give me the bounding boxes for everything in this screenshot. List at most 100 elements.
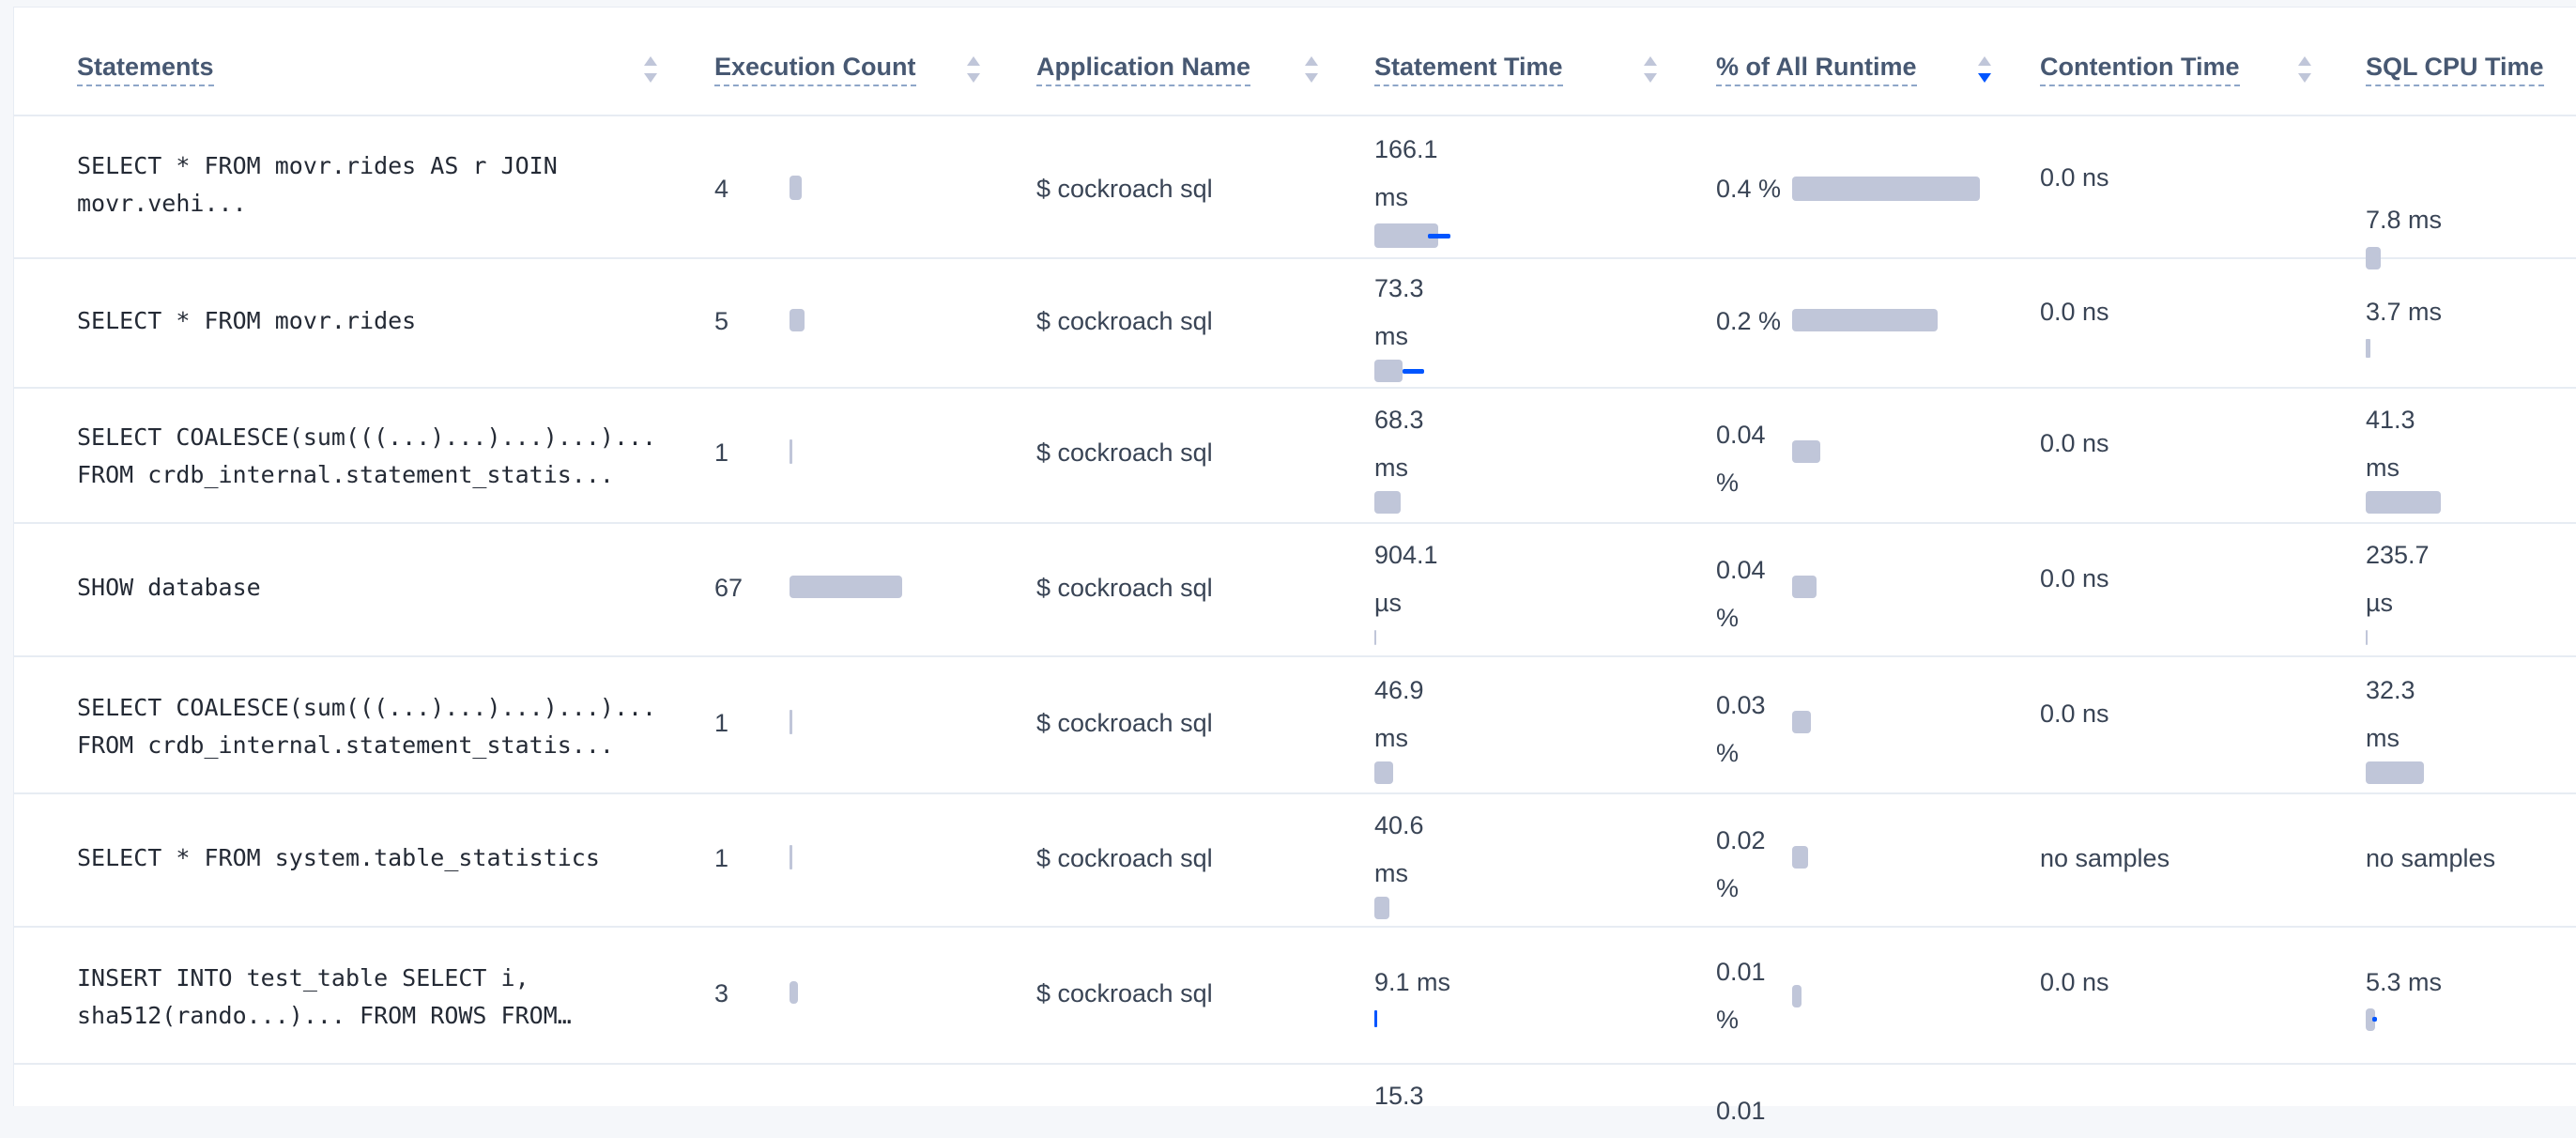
runtime-percent-unit: %: [1716, 739, 1740, 767]
statements-table: Statements Execution Count Application N…: [13, 7, 2576, 1125]
runtime-percent-value: 0.04: [1716, 556, 1766, 584]
statement-text[interactable]: SELECT COALESCE(sum(((...)...)...)...)..…: [77, 689, 678, 764]
table-row[interactable]: SELECT * FROM system.table_statistics 1 …: [14, 792, 2576, 928]
sql-cpu-time-bar: [2366, 1008, 2375, 1031]
column-header-execution-count[interactable]: Execution Count: [714, 53, 916, 98]
column-header-label: Execution Count: [714, 53, 916, 86]
execution-count: 3: [714, 979, 729, 1007]
column-header-label: Contention Time: [2040, 53, 2240, 86]
contention-time: 0.0 ns: [2040, 700, 2109, 728]
table-row[interactable]: SELECT COALESCE(sum(((...)...)...)...)..…: [14, 387, 2576, 524]
column-header-runtime-percent[interactable]: % of All Runtime: [1716, 53, 1917, 98]
table-row[interactable]: 15.3 0.01: [14, 1063, 2576, 1138]
sql-cpu-time-value: 235.7: [2366, 541, 2430, 569]
execution-count: 4: [714, 175, 729, 203]
sort-icon[interactable]: [2296, 53, 2313, 86]
application-name: $ cockroach sql: [1036, 574, 1213, 602]
statement-time-unit: ms: [1374, 859, 1408, 887]
sort-icon[interactable]: [642, 53, 659, 86]
runtime-percent: 0.2 %: [1716, 307, 1782, 335]
runtime-percent: 0.4 %: [1716, 175, 1782, 203]
statement-time-bar: [1374, 1010, 1377, 1027]
contention-time: 0.0 ns: [2040, 968, 2109, 996]
statement-text[interactable]: SELECT COALESCE(sum(((...)...)...)...)..…: [77, 419, 678, 494]
statement-text[interactable]: SELECT * FROM movr.rides: [77, 302, 678, 340]
statement-time-bar: [1374, 360, 1403, 382]
contention-time: no samples: [2040, 844, 2170, 872]
runtime-percent-unit: %: [1716, 469, 1740, 497]
contention-time: 0.0 ns: [2040, 564, 2109, 592]
statement-time-unit: ms: [1374, 454, 1408, 482]
statement-line: INSERT INTO test_table SELECT i,: [77, 964, 529, 992]
table-row[interactable]: SELECT COALESCE(sum(((...)...)...)...)..…: [14, 655, 2576, 794]
statement-line: FROM crdb_internal.statement_statis...: [77, 731, 614, 759]
column-header-sql-cpu-time[interactable]: SQL CPU Time: [2366, 53, 2544, 98]
column-header-contention-time[interactable]: Contention Time: [2040, 53, 2240, 98]
runtime-percent-unit: %: [1716, 874, 1740, 902]
sql-cpu-time-bar: [2366, 491, 2441, 514]
runtime-percent-value: 0.04: [1716, 421, 1766, 449]
statement-text[interactable]: SELECT * FROM movr.rides AS r JOIN movr.…: [77, 147, 678, 223]
statement-time-bar: [1374, 897, 1389, 919]
execution-count: 1: [714, 709, 729, 737]
execution-count: 67: [714, 574, 744, 602]
execution-count-bar: [790, 576, 902, 598]
statement-text[interactable]: SELECT * FROM system.table_statistics: [77, 839, 678, 877]
statement-line: SELECT * FROM movr.rides AS r JOIN: [77, 152, 558, 179]
column-header-application-name[interactable]: Application Name: [1036, 53, 1251, 98]
execution-count-bar: [790, 439, 792, 464]
execution-count: 5: [714, 307, 729, 335]
table-row[interactable]: SELECT * FROM movr.rides AS r JOIN movr.…: [14, 116, 2576, 269]
table-row[interactable]: SELECT * FROM movr.rides 5 $ cockroach s…: [14, 257, 2576, 389]
sql-cpu-time: 3.7 ms: [2366, 298, 2443, 326]
statement-line: sha512(rando...)... FROM ROWS FROM…: [77, 1002, 572, 1029]
sql-cpu-time-value: 41.3: [2366, 406, 2415, 434]
statement-time-value: 9.1 ms: [1374, 968, 1451, 996]
sort-descending-icon[interactable]: [1976, 53, 1993, 86]
statement-time-unit: ms: [1374, 322, 1408, 350]
sort-icon[interactable]: [1642, 53, 1659, 86]
runtime-percent-bar: [1792, 711, 1811, 733]
sort-icon[interactable]: [965, 53, 982, 86]
runtime-percent-bar: [1792, 309, 1938, 331]
statement-time-bar: [1374, 491, 1401, 514]
statement-time-unit: ms: [1374, 724, 1408, 752]
runtime-percent-unit: %: [1716, 1006, 1740, 1034]
sql-cpu-time-bar: [2366, 630, 2368, 645]
sql-cpu-time-bar: [2366, 339, 2370, 358]
sql-cpu-time-stddev: [2372, 1017, 2377, 1022]
statement-time-stddev: [1403, 369, 1424, 374]
statement-time-value: 40.6: [1374, 811, 1424, 839]
application-name: $ cockroach sql: [1036, 844, 1213, 872]
runtime-percent-bar: [1792, 440, 1820, 463]
sql-cpu-time: 5.3 ms: [2366, 968, 2443, 996]
table-row[interactable]: INSERT INTO test_table SELECT i, sha512(…: [14, 926, 2576, 1065]
column-header-label: SQL CPU Time: [2366, 53, 2544, 86]
statement-line: SELECT * FROM system.table_statistics: [77, 844, 600, 871]
statement-line: movr.vehi...: [77, 190, 247, 217]
application-name: $ cockroach sql: [1036, 709, 1213, 737]
runtime-percent-value: 0.01: [1716, 958, 1766, 986]
execution-count: 1: [714, 438, 729, 467]
statement-text[interactable]: SHOW database: [77, 569, 678, 607]
application-name: $ cockroach sql: [1036, 175, 1213, 203]
runtime-percent-bar: [1792, 985, 1802, 1007]
statement-time-stddev: [1428, 234, 1450, 238]
sort-icon[interactable]: [1303, 53, 1320, 86]
runtime-percent-bar: [1792, 846, 1808, 869]
table-row[interactable]: SHOW database 67 $ cockroach sql 904.1 µ…: [14, 522, 2576, 657]
runtime-percent-bar: [1792, 576, 1817, 598]
statement-time-value: 68.3: [1374, 406, 1424, 434]
column-header-statements[interactable]: Statements: [77, 53, 214, 98]
statement-text[interactable]: INSERT INTO test_table SELECT i, sha512(…: [77, 960, 678, 1035]
sql-cpu-time-unit: ms: [2366, 724, 2400, 752]
runtime-percent-value: 0.03: [1716, 691, 1766, 719]
statement-time-value: 904.1: [1374, 541, 1438, 569]
column-header-label: % of All Runtime: [1716, 53, 1917, 86]
sql-cpu-time: 7.8 ms: [2366, 206, 2443, 234]
column-header-label: Statements: [77, 53, 214, 86]
sql-cpu-time-bar: [2366, 247, 2381, 269]
contention-time: 0.0 ns: [2040, 163, 2109, 192]
execution-count-bar: [790, 845, 792, 869]
column-header-statement-time[interactable]: Statement Time: [1374, 53, 1563, 98]
